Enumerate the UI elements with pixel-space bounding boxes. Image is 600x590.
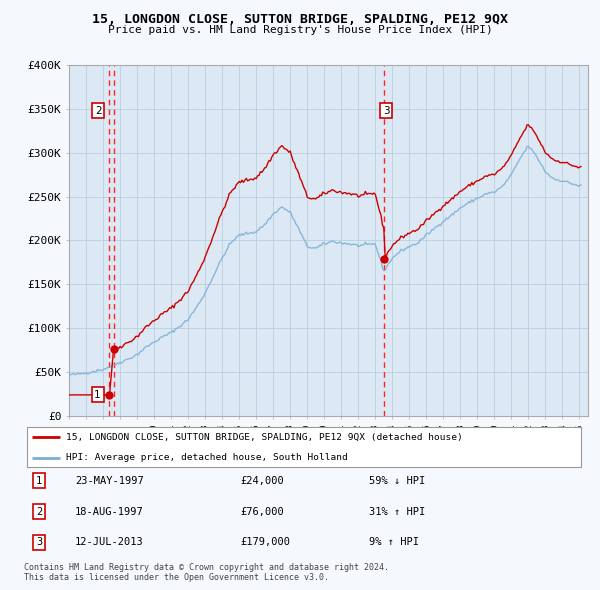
Text: Price paid vs. HM Land Registry's House Price Index (HPI): Price paid vs. HM Land Registry's House … [107,25,493,35]
Text: 15, LONGDON CLOSE, SUTTON BRIDGE, SPALDING, PE12 9QX (detached house): 15, LONGDON CLOSE, SUTTON BRIDGE, SPALDI… [66,432,463,442]
Text: £76,000: £76,000 [240,507,284,516]
Text: 1: 1 [36,476,42,486]
Text: 2: 2 [95,106,101,116]
Text: Contains HM Land Registry data © Crown copyright and database right 2024.
This d: Contains HM Land Registry data © Crown c… [24,563,389,582]
Text: 3: 3 [383,106,389,116]
Text: 12-JUL-2013: 12-JUL-2013 [75,537,144,547]
Text: 23-MAY-1997: 23-MAY-1997 [75,476,144,486]
Text: £24,000: £24,000 [240,476,284,486]
Text: 18-AUG-1997: 18-AUG-1997 [75,507,144,516]
Text: 59% ↓ HPI: 59% ↓ HPI [369,476,425,486]
Text: 31% ↑ HPI: 31% ↑ HPI [369,507,425,516]
Text: 2: 2 [36,507,42,516]
Text: 1: 1 [94,390,101,400]
Text: 9% ↑ HPI: 9% ↑ HPI [369,537,419,547]
Text: £179,000: £179,000 [240,537,290,547]
Text: 15, LONGDON CLOSE, SUTTON BRIDGE, SPALDING, PE12 9QX: 15, LONGDON CLOSE, SUTTON BRIDGE, SPALDI… [92,13,508,26]
FancyBboxPatch shape [27,427,581,467]
Text: HPI: Average price, detached house, South Holland: HPI: Average price, detached house, Sout… [66,454,348,463]
Text: 3: 3 [36,537,42,547]
